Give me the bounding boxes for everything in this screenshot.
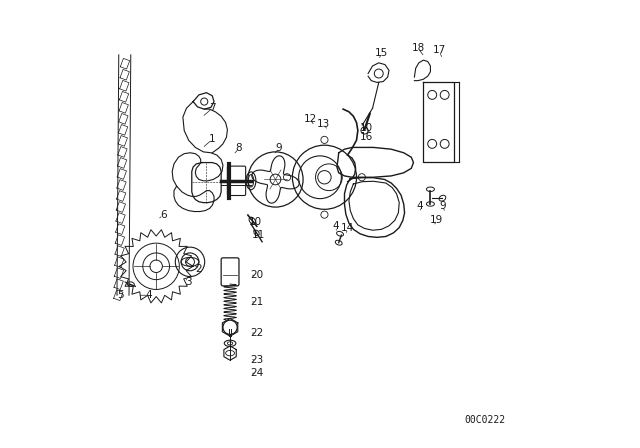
Text: 9: 9 (439, 201, 445, 211)
Text: 3: 3 (186, 277, 192, 287)
Text: 16: 16 (360, 132, 373, 142)
Text: 10: 10 (249, 217, 262, 227)
Text: 7: 7 (209, 103, 216, 113)
Text: 10: 10 (360, 123, 373, 133)
Text: 24: 24 (250, 368, 264, 378)
Text: 23: 23 (250, 355, 264, 365)
Text: 12: 12 (303, 114, 317, 125)
Text: 4: 4 (332, 221, 339, 231)
Text: 1: 1 (209, 134, 216, 144)
Text: 4: 4 (145, 290, 152, 300)
Text: 22: 22 (250, 328, 264, 338)
Text: 13: 13 (317, 119, 330, 129)
Text: 14: 14 (341, 224, 354, 233)
Text: 9: 9 (276, 143, 282, 153)
Text: 18: 18 (412, 43, 424, 53)
Text: 5: 5 (117, 290, 124, 300)
Text: 19: 19 (430, 215, 444, 224)
Text: 17: 17 (433, 45, 446, 56)
Text: 00C0222: 00C0222 (464, 415, 506, 425)
Text: 11: 11 (252, 230, 265, 240)
Text: 20: 20 (250, 270, 263, 280)
Text: 6: 6 (160, 210, 166, 220)
Text: 2: 2 (196, 263, 202, 274)
Text: 4: 4 (417, 201, 424, 211)
Text: 8: 8 (236, 143, 243, 153)
Text: 21: 21 (250, 297, 264, 307)
Text: 15: 15 (375, 47, 388, 58)
